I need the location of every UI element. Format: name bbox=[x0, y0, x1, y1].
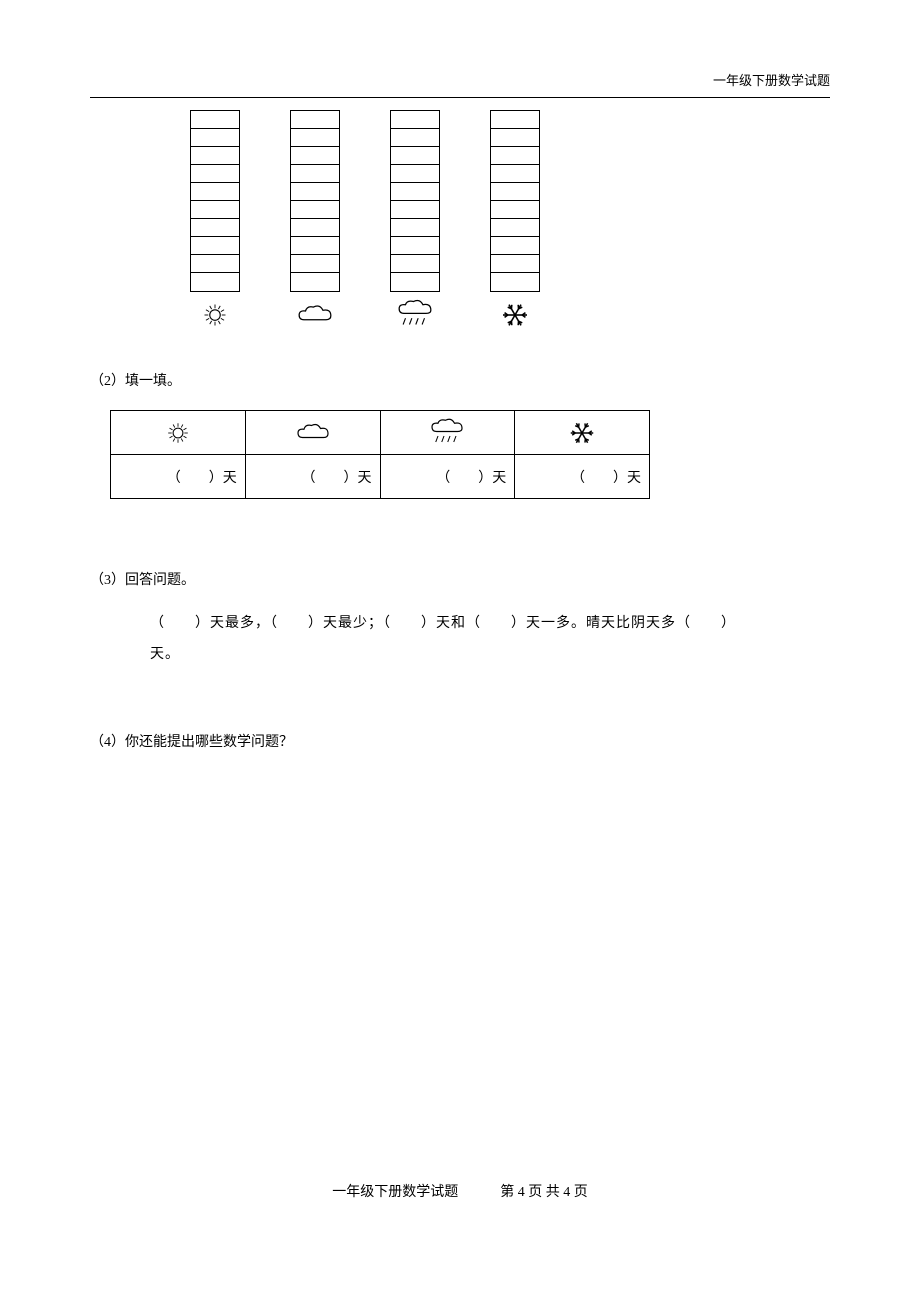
table-answer-cell: （ ）天 bbox=[380, 455, 515, 499]
q3-line1: （ ）天最多，（ ）天最少；（ ）天和（ ）天一多。晴天比阴天多（ ） bbox=[150, 616, 736, 631]
table-answer-cell: （ ）天 bbox=[515, 455, 650, 499]
sun-icon bbox=[200, 300, 230, 330]
chart-cell bbox=[391, 273, 439, 291]
rain-icon bbox=[396, 299, 434, 331]
fill-table: （ ）天（ ）天（ ）天（ ）天 bbox=[110, 410, 650, 499]
chart-cell bbox=[191, 165, 239, 183]
chart-cell bbox=[191, 219, 239, 237]
chart-cell bbox=[291, 273, 339, 291]
snow-icon bbox=[499, 299, 531, 331]
chart-cell bbox=[491, 201, 539, 219]
chart-cell bbox=[391, 165, 439, 183]
chart-column bbox=[290, 110, 340, 330]
chart-cell bbox=[491, 111, 539, 129]
rain-icon-wrap bbox=[396, 300, 434, 330]
chart-bar-grid bbox=[490, 110, 540, 292]
chart-cell bbox=[291, 111, 339, 129]
table-answer-cell: （ ）天 bbox=[245, 455, 380, 499]
section-3-label: （3）回答问题。 bbox=[90, 569, 830, 589]
chart-cell bbox=[191, 129, 239, 147]
chart-cell bbox=[191, 111, 239, 129]
chart-cell bbox=[291, 219, 339, 237]
chart-cell bbox=[191, 255, 239, 273]
chart-cell bbox=[391, 147, 439, 165]
chart-cell bbox=[491, 237, 539, 255]
bar-chart-grid bbox=[190, 110, 830, 330]
cloud-icon-wrap bbox=[296, 300, 334, 330]
cloud-icon bbox=[296, 303, 334, 327]
chart-cell bbox=[491, 147, 539, 165]
section-2-label: （2）填一填。 bbox=[90, 370, 830, 390]
question-3-text: （ ）天最多，（ ）天最少；（ ）天和（ ）天一多。晴天比阴天多（ ） 天。 bbox=[150, 609, 810, 671]
chart-bar-grid bbox=[290, 110, 340, 292]
chart-cell bbox=[291, 255, 339, 273]
chart-column bbox=[190, 110, 240, 330]
table-header-cell bbox=[111, 411, 246, 455]
chart-bar-grid bbox=[190, 110, 240, 292]
chart-cell bbox=[391, 219, 439, 237]
chart-cell bbox=[391, 237, 439, 255]
chart-cell bbox=[191, 201, 239, 219]
sun-icon bbox=[164, 419, 192, 447]
chart-cell bbox=[291, 201, 339, 219]
chart-cell bbox=[491, 129, 539, 147]
chart-cell bbox=[491, 165, 539, 183]
table-header-cell bbox=[245, 411, 380, 455]
chart-cell bbox=[291, 147, 339, 165]
sun-icon-wrap bbox=[200, 300, 230, 330]
chart-cell bbox=[391, 255, 439, 273]
chart-cell bbox=[191, 147, 239, 165]
chart-cell bbox=[491, 219, 539, 237]
chart-cell bbox=[191, 183, 239, 201]
chart-cell bbox=[191, 237, 239, 255]
chart-cell bbox=[491, 183, 539, 201]
chart-cell bbox=[391, 111, 439, 129]
chart-cell bbox=[391, 201, 439, 219]
snow-icon bbox=[567, 418, 597, 448]
chart-cell bbox=[291, 183, 339, 201]
table-header-cell bbox=[380, 411, 515, 455]
section-4-label: （4）你还能提出哪些数学问题？ bbox=[90, 731, 830, 751]
chart-column bbox=[490, 110, 540, 330]
cloud-icon bbox=[295, 422, 331, 444]
chart-cell bbox=[191, 273, 239, 291]
rain-icon bbox=[429, 418, 465, 448]
chart-cell bbox=[391, 183, 439, 201]
q3-line2: 天。 bbox=[150, 647, 180, 662]
chart-bar-grid bbox=[390, 110, 440, 292]
chart-cell bbox=[291, 165, 339, 183]
header-divider bbox=[90, 97, 830, 98]
chart-cell bbox=[391, 129, 439, 147]
table-header-cell bbox=[515, 411, 650, 455]
chart-cell bbox=[491, 255, 539, 273]
snow-icon-wrap bbox=[499, 300, 531, 330]
page-header-right: 一年级下册数学试题 bbox=[90, 70, 830, 89]
chart-cell bbox=[491, 273, 539, 291]
page-footer: 一年级下册数学试题 第 4 页 共 4 页 bbox=[90, 1181, 830, 1201]
table-answer-cell: （ ）天 bbox=[111, 455, 246, 499]
chart-cell bbox=[291, 237, 339, 255]
chart-cell bbox=[291, 129, 339, 147]
chart-column bbox=[390, 110, 440, 330]
